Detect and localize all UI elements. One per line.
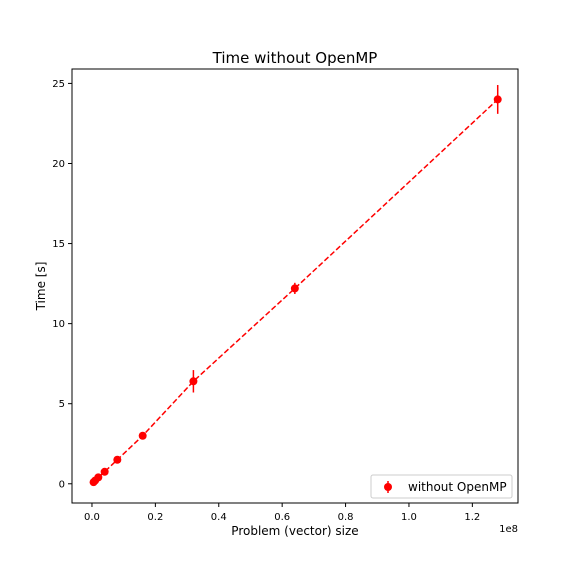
y-tick-label: 20 xyxy=(52,159,65,170)
x-axis: 0.0 0.2 0.4 0.6 0.8 1.0 1.2 xyxy=(84,503,480,523)
x-axis-label: Problem (vector) size xyxy=(231,524,358,538)
x-tick-label: 0.4 xyxy=(211,512,227,523)
data-point xyxy=(101,468,109,476)
y-tick-label: 25 xyxy=(52,79,65,90)
data-point xyxy=(494,95,502,103)
data-point xyxy=(189,377,197,385)
x-tick-label: 0.2 xyxy=(147,512,163,523)
y-tick-label: 5 xyxy=(59,399,65,410)
x-tick-label: 0.6 xyxy=(274,512,290,523)
legend: without OpenMP xyxy=(371,475,512,498)
data-point xyxy=(139,432,147,440)
x-tick-label: 1.2 xyxy=(464,512,480,523)
data-point xyxy=(291,284,299,292)
chart-title: Time without OpenMP xyxy=(212,49,378,67)
data-point xyxy=(113,456,121,464)
y-tick-label: 0 xyxy=(59,479,65,490)
legend-label: without OpenMP xyxy=(408,480,507,494)
x-tick-label: 0.0 xyxy=(84,512,100,523)
y-axis: 0 5 10 15 20 25 xyxy=(52,79,72,490)
legend-marker-icon xyxy=(384,483,392,491)
y-tick-label: 15 xyxy=(52,239,65,250)
x-axis-offset-text: 1e8 xyxy=(499,524,518,535)
x-tick-label: 1.0 xyxy=(401,512,417,523)
y-tick-label: 10 xyxy=(52,319,65,330)
y-axis-label: Time [s] xyxy=(34,262,48,312)
x-tick-label: 0.8 xyxy=(338,512,354,523)
data-point xyxy=(94,473,102,481)
